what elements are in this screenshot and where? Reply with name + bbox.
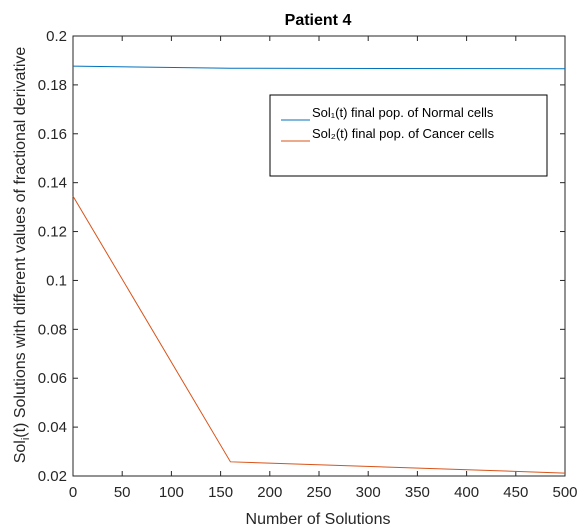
x-tick-label: 400 bbox=[454, 484, 479, 501]
x-axis: 0 50 100 150 200 250 300 350 400 450 500 bbox=[69, 36, 577, 501]
y-axis: 0.02 0.04 0.06 0.08 0.1 0.12 0.14 0.16 0.18 0.2 bbox=[38, 28, 565, 485]
x-tick-label: 50 bbox=[114, 484, 131, 501]
y-tick-label: 0.12 bbox=[38, 224, 67, 241]
y-axis-label-rest: (t) Solutions with different values of f… bbox=[12, 47, 29, 438]
x-tick-label: 500 bbox=[552, 484, 577, 501]
x-tick-label: 350 bbox=[405, 484, 430, 501]
y-tick-label: 0.02 bbox=[38, 468, 67, 485]
y-tick-label: 0.16 bbox=[38, 126, 67, 143]
series-line-1 bbox=[72, 65, 566, 70]
y-tick-label: 0.18 bbox=[38, 77, 67, 94]
series-lines bbox=[72, 65, 566, 474]
y-tick-label: 0.2 bbox=[46, 28, 67, 45]
y-tick-label: 0.06 bbox=[38, 370, 67, 387]
y-tick-label: 0.1 bbox=[46, 272, 67, 289]
x-tick-label: 300 bbox=[356, 484, 381, 501]
x-tick-label: 200 bbox=[257, 484, 282, 501]
x-tick-label: 250 bbox=[306, 484, 331, 501]
y-axis-label-subscript: i bbox=[20, 438, 32, 440]
y-tick-label: 0.04 bbox=[38, 419, 67, 436]
y-axis-label-prefix: Sol bbox=[12, 440, 29, 463]
legend-label-normal: Sol₁(t) final pop. of Normal cells bbox=[312, 105, 494, 120]
x-tick-label: 0 bbox=[69, 484, 77, 501]
legend: Sol₁(t) final pop. of Normal cells Sol₂(… bbox=[269, 94, 548, 177]
x-axis-label: Number of Solutions bbox=[246, 511, 391, 528]
legend-label-cancer: Sol₂(t) final pop. of Cancer cells bbox=[312, 126, 495, 141]
y-tick-label: 0.14 bbox=[38, 175, 67, 192]
x-tick-label: 450 bbox=[503, 484, 528, 501]
y-axis-label: Soli(t) Solutions with different values … bbox=[12, 47, 32, 464]
chart-title: Patient 4 bbox=[285, 12, 352, 29]
x-tick-label: 100 bbox=[159, 484, 184, 501]
series-line-2 bbox=[72, 195, 566, 474]
legend-box bbox=[269, 94, 548, 177]
y-tick-label: 0.08 bbox=[38, 321, 67, 338]
x-tick-label: 150 bbox=[208, 484, 233, 501]
